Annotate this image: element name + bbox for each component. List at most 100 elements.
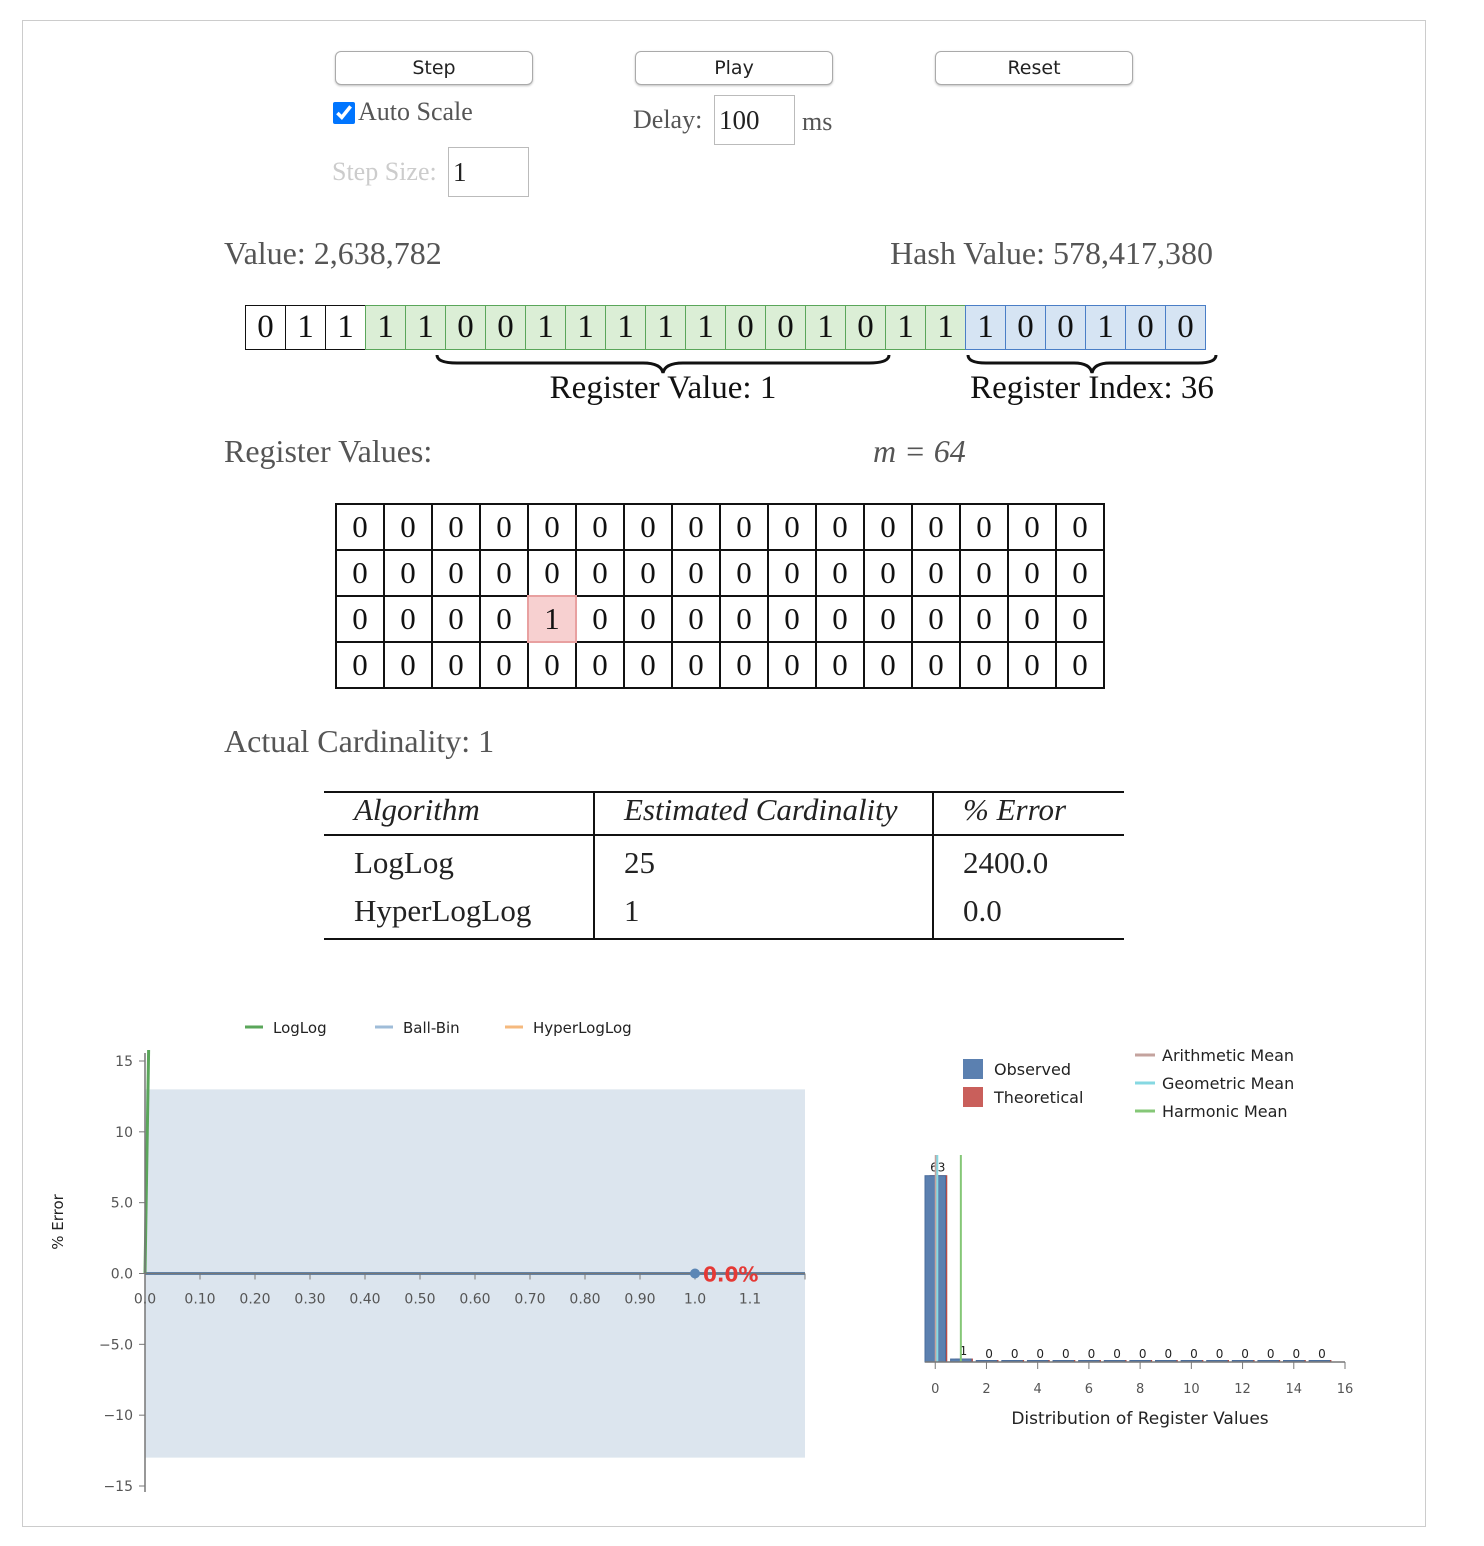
table-rule <box>324 791 1124 793</box>
legend-label: HyperLogLog <box>533 1019 632 1037</box>
register-cell: 0 <box>383 503 433 551</box>
register-cell: 0 <box>1055 595 1105 643</box>
bit-cell: 1 <box>285 305 326 350</box>
register-cell: 0 <box>335 595 385 643</box>
bar-value-label: 0 <box>1216 1347 1224 1361</box>
bit-cell: 0 <box>1125 305 1166 350</box>
register-cell: 0 <box>911 503 961 551</box>
register-value-brace <box>435 354 891 374</box>
table-cell: 0.0 <box>963 893 1002 928</box>
auto-scale-checkbox[interactable] <box>333 102 355 124</box>
register-cell: 0 <box>815 595 865 643</box>
table-cell: HyperLogLog <box>354 893 532 928</box>
bit-cell: 1 <box>925 305 966 350</box>
bit-cell: 1 <box>1085 305 1126 350</box>
register-cell: 0 <box>383 641 433 689</box>
register-cell: 0 <box>719 503 769 551</box>
register-cell: 0 <box>623 641 673 689</box>
register-cell: 0 <box>719 549 769 597</box>
bit-cell: 1 <box>565 305 606 350</box>
register-cell: 0 <box>383 595 433 643</box>
register-cell: 1 <box>527 595 577 643</box>
actual-cardinality: Actual Cardinality: 1 <box>224 723 495 759</box>
step-size-input[interactable] <box>448 147 529 197</box>
bit-cell: 0 <box>245 305 286 350</box>
bar-value-label: 0 <box>1062 1347 1070 1361</box>
bit-cell: 0 <box>1045 305 1086 350</box>
bar-value-label: 0 <box>1113 1347 1121 1361</box>
x-tick-label: 6 <box>1085 1382 1093 1397</box>
legend-swatch <box>963 1059 983 1079</box>
y-tick-label: 10 <box>115 1125 133 1141</box>
reset-button[interactable]: Reset <box>935 51 1133 85</box>
delay-label: Delay: <box>633 105 703 134</box>
register-cell: 0 <box>911 641 961 689</box>
bit-cell: 1 <box>365 305 406 350</box>
register-cell: 0 <box>815 641 865 689</box>
register-cell: 0 <box>479 595 529 643</box>
x-tick-label: 0.0 <box>134 1292 156 1308</box>
mean-legend-label: Arithmetic Mean <box>1162 1046 1294 1065</box>
bit-cell: 0 <box>765 305 806 350</box>
register-cell: 0 <box>623 549 673 597</box>
table-rule <box>324 834 1124 836</box>
table-header: Algorithm <box>354 792 480 827</box>
register-cell: 0 <box>575 549 625 597</box>
bar-value-label: 0 <box>1164 1347 1172 1361</box>
x-tick-label: 1.1 <box>739 1292 761 1308</box>
current-point <box>690 1268 700 1279</box>
x-tick-label: 16 <box>1337 1382 1354 1397</box>
register-cell: 0 <box>1055 503 1105 551</box>
x-tick-label: 0.20 <box>239 1292 270 1308</box>
delay-input[interactable] <box>714 95 795 145</box>
play-button[interactable]: Play <box>635 51 833 85</box>
register-value-label: Register Value: 1 <box>549 370 777 406</box>
register-cell: 0 <box>863 503 913 551</box>
bit-cell: 0 <box>845 305 886 350</box>
y-tick-label: −15 <box>103 1479 133 1495</box>
register-cell: 0 <box>623 503 673 551</box>
register-cell: 0 <box>1007 595 1057 643</box>
bar-value-label: 0 <box>985 1347 993 1361</box>
mean-legend-label: Geometric Mean <box>1162 1074 1294 1093</box>
step-size-label: Step Size: <box>332 157 437 186</box>
register-cell: 0 <box>911 549 961 597</box>
x-tick-label: 0.80 <box>569 1292 600 1308</box>
delay-unit: ms <box>802 107 833 136</box>
table-header: % Error <box>963 792 1067 827</box>
register-cell: 0 <box>431 549 481 597</box>
legend-label: Observed <box>994 1060 1071 1079</box>
y-axis-label: % Error <box>49 1193 67 1249</box>
register-cell: 0 <box>431 595 481 643</box>
table-cell: LogLog <box>354 845 454 880</box>
register-cell: 0 <box>767 641 817 689</box>
step-button[interactable]: Step <box>335 51 533 85</box>
register-cell: 0 <box>527 641 577 689</box>
error-annotation: 0.0% <box>703 1263 758 1287</box>
bit-cell: 0 <box>445 305 486 350</box>
register-cell: 0 <box>671 595 721 643</box>
register-cell: 0 <box>671 641 721 689</box>
legend-label: Ball-Bin <box>403 1019 460 1037</box>
x-tick-label: 1.0 <box>684 1292 706 1308</box>
x-tick-label: 4 <box>1034 1382 1042 1397</box>
register-cell: 0 <box>575 595 625 643</box>
register-cell: 0 <box>767 595 817 643</box>
register-cell: 0 <box>863 641 913 689</box>
register-cell: 0 <box>815 503 865 551</box>
bit-cell: 1 <box>685 305 726 350</box>
bar-value-label: 0 <box>1190 1347 1198 1361</box>
y-tick-label: 0.0 <box>111 1267 133 1283</box>
x-tick-label: 10 <box>1183 1382 1200 1397</box>
bit-cell: 1 <box>805 305 846 350</box>
register-cell: 0 <box>671 503 721 551</box>
auto-scale-label: Auto Scale <box>358 97 473 126</box>
register-cell: 0 <box>479 641 529 689</box>
register-index-label: Register Index: 36 <box>970 370 1214 406</box>
y-tick-label: −10 <box>103 1408 133 1424</box>
x-tick-label: 0.50 <box>404 1292 435 1308</box>
register-cell: 0 <box>959 641 1009 689</box>
register-cell: 0 <box>863 595 913 643</box>
